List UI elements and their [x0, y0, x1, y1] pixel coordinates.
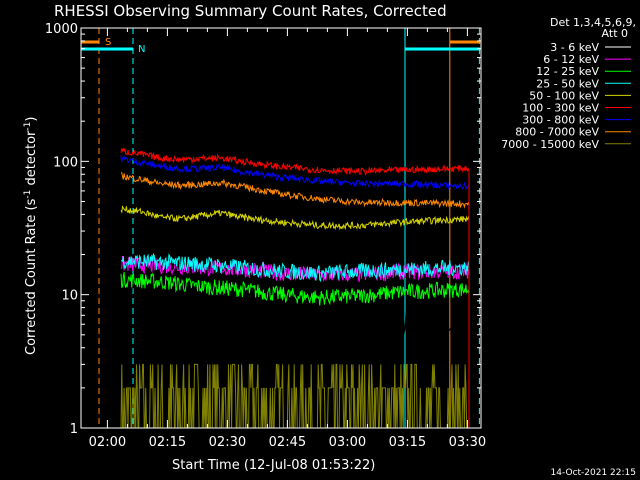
saa-label: S	[105, 37, 111, 48]
x-tick-label: 03:00	[329, 435, 366, 450]
x-tick-label: 03:15	[389, 435, 426, 450]
night-label: N	[138, 44, 145, 55]
series-line-7	[121, 172, 470, 428]
x-tick-label: 03:30	[449, 435, 486, 450]
axes-layer: 02:00 02:15 02:30 02:45 03:00 03:15 03:30 1 10 10…	[45, 22, 486, 450]
legend-header-line2: Att 0	[602, 27, 628, 40]
y-tick-label: 100	[53, 155, 78, 170]
legend-label: 300 - 800 keV	[522, 114, 599, 127]
legend-label: 25 - 50 keV	[536, 77, 599, 90]
y-tick-label: 10	[61, 289, 78, 304]
legend-label: 6 - 12 keV	[543, 53, 599, 66]
series-line-6	[120, 155, 470, 428]
x-tick-label: 02:00	[89, 435, 126, 450]
y-tick-label: 1000	[45, 22, 78, 37]
y-axis-label: Corrected Count Rate (s-1 detector-1)	[23, 117, 39, 355]
series-line-5	[120, 146, 470, 428]
x-tick-label: 02:30	[209, 435, 246, 450]
timestamp: 14-Oct-2021 22:15	[551, 468, 636, 478]
series-line-2	[120, 271, 470, 428]
series-line-3	[120, 252, 470, 428]
legend-label: 800 - 7000 keV	[515, 126, 599, 139]
annotation-layer: SN	[81, 28, 481, 428]
chart-title: RHESSI Observing Summary Count Rates, Co…	[54, 2, 447, 20]
x-tick-label: 02:45	[269, 435, 306, 450]
y-tick-label: 1	[70, 422, 78, 437]
series-layer	[120, 146, 470, 428]
series-line-0	[120, 272, 470, 428]
legend-label: 50 - 100 keV	[529, 89, 599, 102]
x-axis-label: Start Time (12-Jul-08 01:53:22)	[172, 458, 375, 473]
x-tick-label: 02:15	[149, 435, 186, 450]
legend-label: 100 - 300 keV	[522, 102, 599, 115]
series-line-8	[120, 363, 469, 428]
legend-header-line1: Det 1,3,4,5,6,9,	[550, 16, 636, 29]
legend-label: 7000 - 15000 keV	[501, 138, 599, 151]
legend-label: 12 - 25 keV	[536, 65, 599, 78]
legend-label: 3 - 6 keV	[550, 41, 599, 54]
plot-frame	[80, 27, 482, 429]
series-line-4	[120, 205, 470, 428]
